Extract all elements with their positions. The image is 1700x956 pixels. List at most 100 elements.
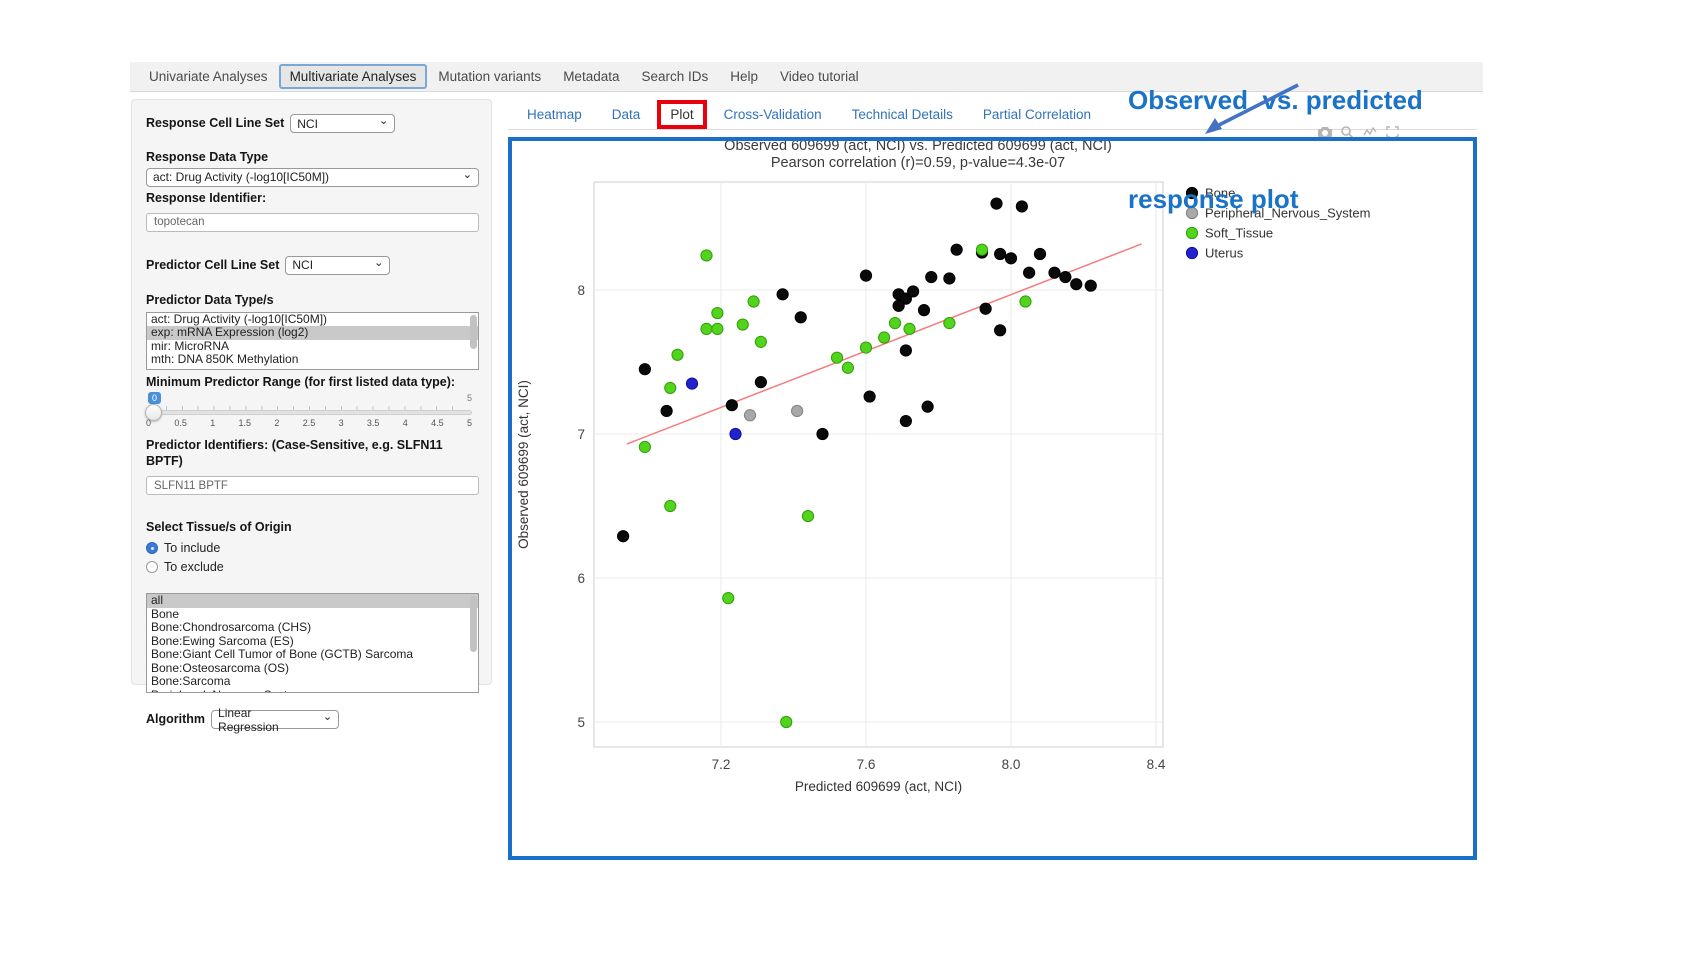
autoscale-icon[interactable]: [1386, 126, 1399, 138]
point-soft-tissue[interactable]: [859, 341, 873, 354]
nav-tab-video-tutorial[interactable]: Video tutorial: [780, 69, 859, 84]
point-bone[interactable]: [1070, 278, 1083, 291]
legend-marker-peripheral-nervous-system[interactable]: [1185, 206, 1199, 220]
point-bone[interactable]: [899, 344, 912, 357]
point-soft-tissue[interactable]: [671, 348, 684, 361]
point-soft-tissue[interactable]: [1019, 295, 1032, 308]
point-bone[interactable]: [899, 414, 912, 428]
point-soft-tissue[interactable]: [878, 331, 891, 344]
pan-icon[interactable]: [1363, 126, 1377, 138]
point-bone[interactable]: [899, 292, 912, 305]
response-data-type-select[interactable]: act: Drug Activity (-log10[IC50M]) ⌄: [146, 167, 479, 187]
option-mth-dna-850k-methylation[interactable]: mth: DNA 850K Methylation: [151, 352, 299, 367]
point-bone[interactable]: [1084, 279, 1097, 292]
nav-tab-metadata[interactable]: Metadata: [563, 69, 620, 84]
subtab-technical-details[interactable]: Technical Details: [851, 106, 953, 122]
point-bone[interactable]: [921, 400, 934, 413]
point-peripheral-nervous-system[interactable]: [743, 409, 757, 422]
point-bone[interactable]: [907, 285, 920, 298]
subtab-data[interactable]: Data: [611, 106, 641, 122]
option-bone-chondrosarcoma-chs[interactable]: Bone:Chondrosarcoma (CHS): [151, 620, 312, 635]
option-all[interactable]: all: [147, 594, 478, 608]
point-soft-tissue[interactable]: [943, 317, 956, 330]
point-bone[interactable]: [943, 272, 956, 285]
legend-label-uterus[interactable]: Uterus: [1205, 246, 1244, 261]
point-soft-tissue[interactable]: [888, 317, 902, 330]
point-bone[interactable]: [638, 363, 651, 376]
point-bone[interactable]: [754, 376, 767, 389]
option-bone[interactable]: Bone: [151, 606, 180, 621]
point-soft-tissue[interactable]: [780, 715, 793, 729]
point-bone[interactable]: [863, 390, 876, 403]
legend-label-soft-tissue[interactable]: Soft_Tissue: [1205, 226, 1273, 241]
camera-icon[interactable]: [1318, 126, 1332, 138]
point-soft-tissue[interactable]: [700, 249, 713, 262]
scrollbar-thumb[interactable]: [470, 314, 477, 349]
point-soft-tissue[interactable]: [903, 322, 916, 335]
point-bone[interactable]: [950, 243, 963, 256]
point-peripheral-nervous-system[interactable]: [791, 404, 804, 418]
point-soft-tissue[interactable]: [975, 243, 989, 256]
response-identifier-input[interactable]: [146, 212, 479, 232]
point-bone[interactable]: [816, 427, 829, 441]
option-bone-giant-cell-tumor-of-bone-gctb-sarcoma[interactable]: Bone:Giant Cell Tumor of Bone (GCTB) Sar…: [151, 647, 414, 662]
point-bone[interactable]: [917, 304, 931, 317]
point-bone[interactable]: [979, 302, 992, 315]
point-soft-tissue[interactable]: [711, 306, 724, 320]
point-bone[interactable]: [892, 299, 905, 312]
option-mir-microrna[interactable]: mir: MicroRNA: [151, 338, 229, 353]
observed-vs-predicted-scatter[interactable]: 7.2 7.6 8.0 8.4 5 6 7 8 Predicted 609699 (act, N…: [508, 137, 1477, 860]
point-soft-tissue[interactable]: [841, 361, 854, 374]
point-soft-tissue[interactable]: [722, 592, 735, 605]
predictor-data-types-listbox[interactable]: act: Drug Activity (-log10[IC50M]) exp: m…: [146, 311, 479, 370]
point-bone[interactable]: [994, 247, 1007, 261]
point-bone[interactable]: [660, 404, 673, 418]
legend-marker-uterus[interactable]: [1185, 246, 1199, 260]
point-bone[interactable]: [1048, 266, 1061, 279]
to-exclude-radio[interactable]: [146, 561, 158, 574]
point-soft-tissue[interactable]: [801, 509, 815, 523]
option-act-drug-activity-log10-ic50m[interactable]: act: Drug Activity (-log10[IC50M]): [151, 311, 328, 326]
point-soft-tissue[interactable]: [747, 295, 760, 308]
to-include-radio[interactable]: [146, 542, 158, 555]
point-bone[interactable]: [1015, 200, 1028, 213]
legend-label-peripheral-nervous-system[interactable]: Peripheral_Nervous_System: [1205, 206, 1370, 221]
option-bone-ewing-sarcoma-es[interactable]: Bone:Ewing Sarcoma (ES): [151, 633, 294, 648]
subtab-heatmap[interactable]: Heatmap: [527, 106, 582, 122]
nav-tab-univariate-analyses[interactable]: Univariate Analyses: [149, 69, 268, 84]
tissue-listbox[interactable]: all Bone Bone:Chondrosarcoma (CHS) Bone:Ewi…: [146, 593, 479, 694]
scrollbar-thumb[interactable]: [470, 596, 477, 653]
point-bone[interactable]: [990, 197, 1003, 210]
point-bone[interactable]: [1033, 247, 1047, 261]
point-soft-tissue[interactable]: [736, 318, 749, 331]
subtab-cross-validation[interactable]: Cross-Validation: [723, 106, 822, 122]
point-bone[interactable]: [1023, 266, 1036, 279]
point-bone[interactable]: [1004, 252, 1018, 265]
subtab-plot[interactable]: Plot: [657, 99, 707, 129]
option-peripheral-nervous-system[interactable]: Peripheral_Nervous_System: [147, 688, 478, 692]
point-soft-tissue[interactable]: [638, 440, 651, 454]
algorithm-select[interactable]: Linear Regression ⌄: [211, 706, 340, 734]
point-uterus[interactable]: [685, 377, 699, 390]
subtab-partial-correlation[interactable]: Partial Correlation: [982, 106, 1091, 122]
point-bone[interactable]: [859, 269, 873, 282]
nav-tab-help[interactable]: Help: [730, 69, 759, 84]
point-bone[interactable]: [794, 311, 807, 324]
point-soft-tissue[interactable]: [830, 351, 844, 364]
point-soft-tissue[interactable]: [700, 322, 713, 335]
point-soft-tissue[interactable]: [664, 381, 677, 395]
predictor-identifiers-input[interactable]: [146, 476, 479, 496]
option-exp-mrna-expression-log2[interactable]: exp: mRNA Expression (log2): [147, 326, 478, 340]
nav-tab-mutation-variants[interactable]: Mutation variants: [438, 69, 542, 84]
slider-track[interactable]: [146, 409, 472, 415]
point-bone[interactable]: [994, 324, 1007, 337]
nav-tab-search-ids[interactable]: Search IDs: [641, 69, 709, 84]
point-bone[interactable]: [925, 270, 938, 284]
legend-marker-bone[interactable]: [1185, 186, 1199, 200]
point-bone[interactable]: [617, 530, 630, 543]
slider-handle[interactable]: [145, 403, 162, 421]
response-cell-line-set-select[interactable]: NCI ⌄: [290, 114, 396, 133]
point-uterus[interactable]: [729, 427, 742, 441]
legend-marker-soft-tissue[interactable]: [1185, 226, 1199, 240]
option-bone-sarcoma[interactable]: Bone:Sarcoma: [151, 674, 231, 689]
